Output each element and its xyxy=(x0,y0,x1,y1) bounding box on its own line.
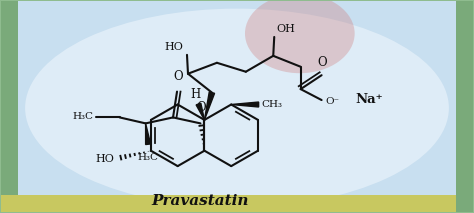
Text: H₃C: H₃C xyxy=(72,112,93,121)
Bar xyxy=(456,1,474,212)
Ellipse shape xyxy=(245,0,355,73)
Polygon shape xyxy=(204,92,215,120)
Bar xyxy=(0,195,474,212)
Text: Na⁺: Na⁺ xyxy=(356,93,383,106)
Text: Pravastatin: Pravastatin xyxy=(151,194,249,208)
Text: CH₃: CH₃ xyxy=(261,100,282,109)
Bar xyxy=(0,1,18,212)
Text: OH: OH xyxy=(277,24,296,34)
Text: H₃C: H₃C xyxy=(137,153,159,162)
Text: HO: HO xyxy=(96,154,115,164)
Text: O: O xyxy=(173,70,183,83)
Text: O: O xyxy=(318,56,328,69)
Text: O⁻: O⁻ xyxy=(326,96,340,105)
Text: H: H xyxy=(191,88,201,101)
Text: O: O xyxy=(197,101,206,114)
Text: HO: HO xyxy=(164,42,183,52)
Ellipse shape xyxy=(25,9,449,207)
Polygon shape xyxy=(196,103,204,120)
Polygon shape xyxy=(146,123,151,145)
Polygon shape xyxy=(231,102,259,107)
